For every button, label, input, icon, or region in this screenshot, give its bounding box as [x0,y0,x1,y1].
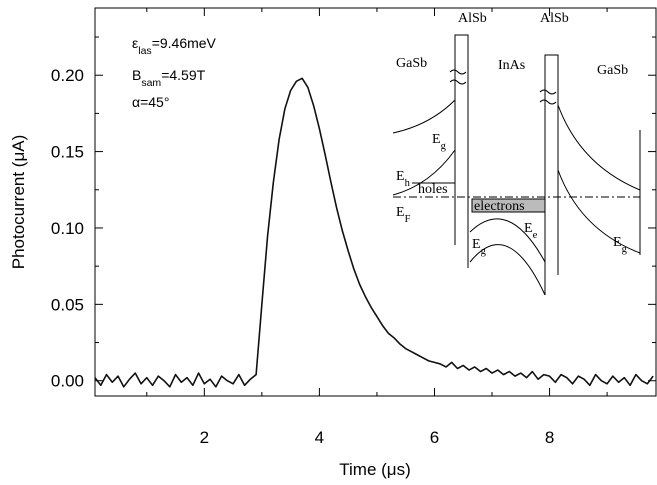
inset-label-part: E [613,235,622,250]
inset-label-part: AlSb [458,11,487,26]
band-line [392,99,456,134]
inset-label-part: F [405,214,411,225]
inset-label-part: electrons [474,199,525,214]
inset-label-part: E [432,132,441,147]
annotation-part: sam [141,77,161,89]
x-axis-label: Time (μs) [339,460,411,479]
inset-label: Ee [524,221,538,241]
inset-label-part: GaSb [597,63,628,78]
inset-label-part: E [524,221,533,236]
inset-label: GaSb [597,63,628,78]
x-tick-label: 6 [430,428,439,447]
inset-label-part: e [533,230,538,241]
band-line [557,104,641,191]
inset-label-part: g [441,141,447,152]
break-mark [539,89,557,105]
annotation-part: B [132,67,141,83]
inset-label: InAs [498,58,525,73]
plot-frame [94,7,657,397]
y-tick-label: 0.20 [51,66,84,85]
annotation-part: =4.59T [161,67,205,83]
inset-label-part: GaSb [396,56,427,71]
band-diagram [392,34,641,296]
inset-label: AlSb [458,11,487,26]
inset-label: AlSb [540,11,569,26]
barrier [544,54,559,295]
annotation-part: α=45° [132,94,169,110]
y-tick-label: 0.15 [51,143,84,162]
inset-label-part: g [481,246,487,257]
band-line [469,244,546,296]
y-tick-label: 0.00 [51,372,84,391]
inset-label: Eg [432,132,447,152]
y-axis-label: Photocurrent (μA) [9,135,28,270]
inset-label-part: g [622,244,628,255]
inset-label: electrons [474,199,525,214]
annotation: Bsam=4.59T [132,67,206,89]
band-line [392,149,456,196]
inset-label-part: E [396,169,405,184]
inset-label: Eg [613,235,628,255]
inset-label-part: InAs [498,58,525,73]
inset-label: Eg [472,237,487,257]
barrier [454,34,469,268]
electrons-box [471,198,546,213]
inset-label-part: E [396,205,405,220]
inset-label: holes [418,182,448,197]
y-tick-label: 0.05 [51,295,84,314]
band-line [469,218,546,263]
x-tick-label: 8 [545,428,554,447]
annotation-part: =9.46meV [152,35,217,51]
annotation: εlas=9.46meV [132,35,217,57]
break-mark [449,69,467,85]
inset-label-part: holes [418,182,448,197]
annotation-part: las [138,45,151,57]
annotation: α=45° [132,94,169,110]
data-line [94,77,654,388]
annotation-part: ε [132,35,138,51]
inset-label-part: E [472,237,481,252]
x-tick-label: 4 [315,428,324,447]
inset-label: Eh [396,169,411,189]
y-tick-label: 0.10 [51,219,84,238]
inset-label-part: h [405,178,411,189]
x-tick-label: 2 [200,428,209,447]
inset-label: GaSb [396,56,427,71]
inset-label-part: AlSb [540,11,569,26]
inset-label: EF [396,205,411,225]
band-line [557,169,641,254]
